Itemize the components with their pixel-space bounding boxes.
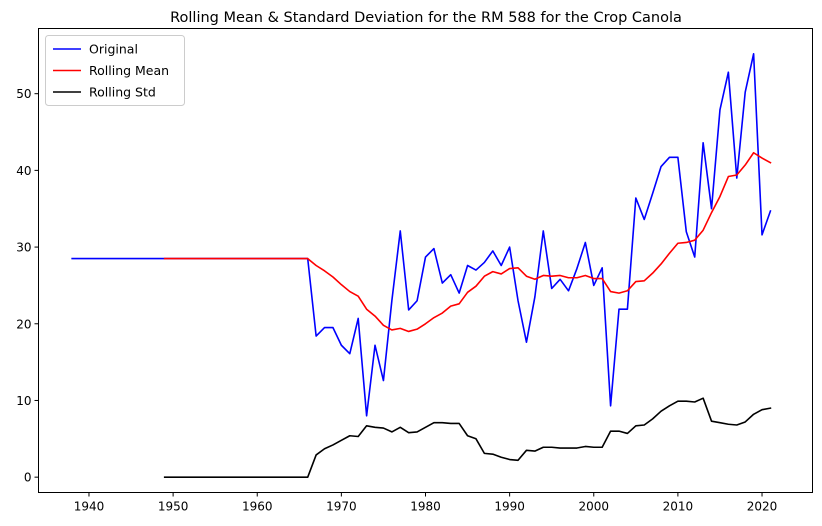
x-tick-label: 1970 [326, 500, 357, 514]
y-tick-label: 20 [16, 317, 31, 331]
series-line-rolling-std [163, 397, 772, 478]
x-axis: 1940 1950 1960 1970 1980 1990 2000 2010 2020 [74, 492, 778, 514]
legend-label: Original [89, 42, 138, 57]
legend-label: Rolling Std [89, 85, 156, 100]
series-line-original [71, 53, 772, 417]
legend-box [45, 35, 185, 106]
legend-label: Rolling Mean [89, 63, 169, 78]
legend: Original Rolling Mean Rolling Std [45, 35, 185, 106]
y-tick-label: 50 [16, 87, 31, 101]
y-tick-label: 0 [24, 471, 32, 485]
y-tick-label: 10 [16, 394, 31, 408]
y-tick-label: 40 [16, 164, 31, 178]
x-tick-label: 2000 [578, 500, 609, 514]
y-tick-label: 30 [16, 241, 31, 255]
y-axis: 0 10 20 30 40 50 [16, 87, 39, 485]
series-line-rolling-mean [163, 151, 772, 333]
x-tick-label: 2020 [747, 500, 778, 514]
chart-title: Rolling Mean & Standard Deviation for th… [170, 10, 682, 26]
x-tick-label: 2010 [663, 500, 694, 514]
x-tick-label: 1950 [158, 500, 189, 514]
plot-series [71, 53, 772, 478]
x-tick-label: 1980 [410, 500, 441, 514]
x-tick-label: 1940 [74, 500, 105, 514]
x-tick-label: 1990 [494, 500, 525, 514]
x-tick-label: 1960 [242, 500, 273, 514]
